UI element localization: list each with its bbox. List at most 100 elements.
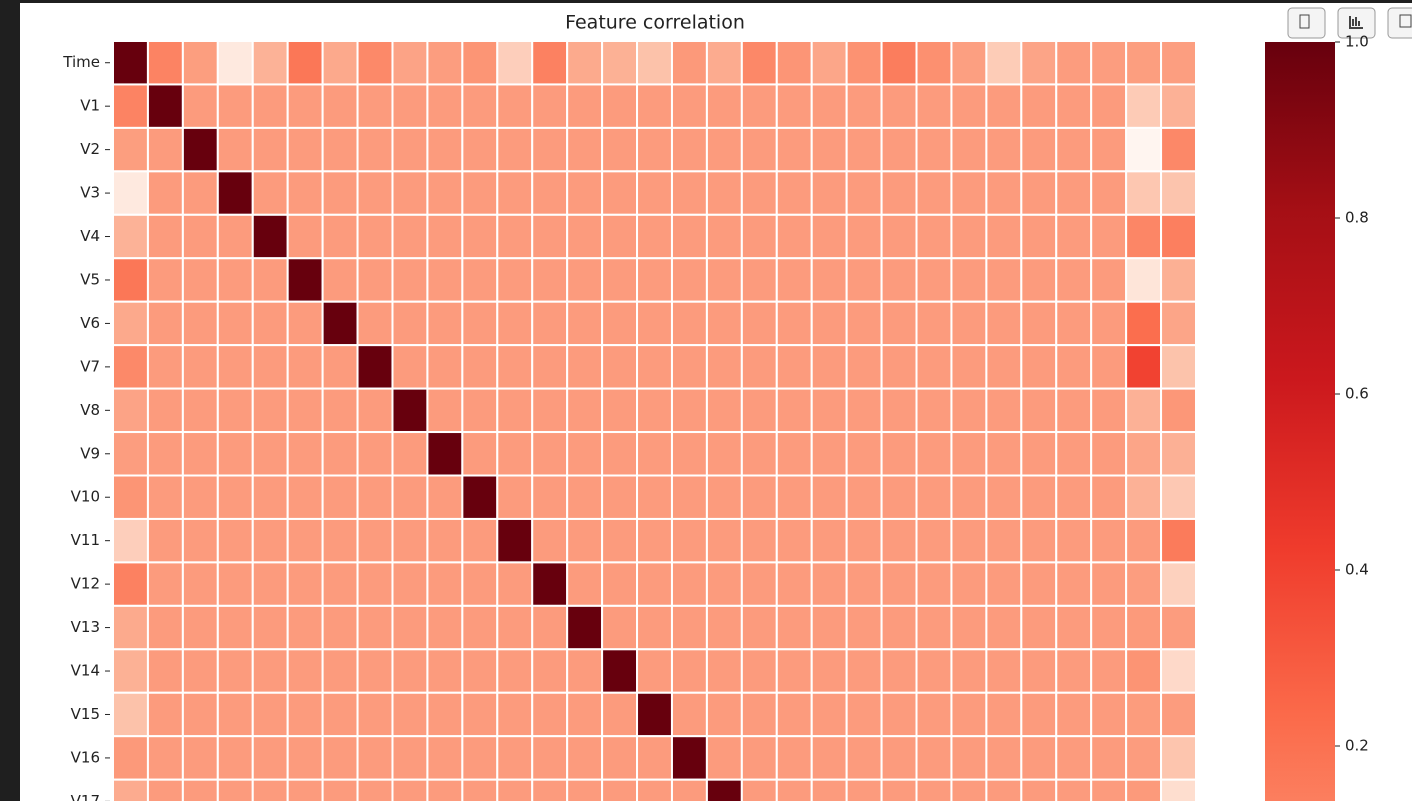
heatmap-cell (950, 213, 988, 260)
heatmap-cell (670, 648, 708, 694)
heatmap-cell (496, 344, 534, 390)
heatmap-cell (985, 474, 1023, 520)
heatmap-cell (146, 778, 184, 801)
heatmap-cell (670, 691, 708, 738)
heatmap-cell (670, 300, 708, 347)
heatmap-cell (251, 126, 289, 173)
heatmap-cell (1160, 735, 1198, 781)
heatmap-cell (740, 431, 778, 477)
heatmap-cell (356, 735, 394, 781)
heatmap-cell (985, 83, 1023, 129)
heatmap-cell (566, 561, 604, 607)
heatmap-cell (636, 604, 673, 651)
heatmap-cell (670, 735, 708, 781)
heatmap-cell (985, 691, 1023, 738)
copy-button[interactable] (1287, 7, 1326, 39)
heatmap-cell (601, 257, 639, 303)
save-icon (1399, 14, 1412, 28)
heatmap-cell (426, 300, 464, 347)
heatmap-cell (531, 387, 569, 434)
heatmap-cell (775, 517, 813, 564)
heatmap-cell (146, 604, 184, 651)
heatmap-cell (251, 431, 289, 477)
heatmap-cell (985, 213, 1023, 260)
heatmap-cell (1020, 735, 1058, 781)
heatmap-cell (601, 561, 639, 607)
heatmap-cell (112, 344, 149, 390)
heatmap-cell (1055, 778, 1093, 801)
heatmap-cell (775, 691, 813, 738)
y-tick-label: V1 (80, 97, 100, 115)
heatmap-cell (181, 778, 219, 801)
heatmap-cell (601, 691, 639, 738)
heatmap-cell (810, 213, 848, 260)
heatmap-cell (740, 517, 778, 564)
heatmap-cell (251, 604, 289, 651)
heatmap-cell (950, 691, 988, 738)
heatmap-cell (1125, 83, 1163, 129)
heatmap-cell (1160, 604, 1198, 651)
heatmap-cell (566, 344, 604, 390)
heatmap-cell (391, 474, 429, 520)
heatmap-cell (705, 170, 743, 216)
y-tick-label: V9 (80, 444, 100, 462)
heatmap-cell (705, 300, 743, 347)
heatmap-cell (461, 213, 499, 260)
heatmap-cell (810, 735, 848, 781)
heatmap-cell (216, 735, 254, 781)
heatmap-cell (775, 257, 813, 303)
heatmap-cell (181, 170, 219, 216)
heatmap-cell (181, 387, 219, 434)
heatmap-cell (775, 83, 813, 129)
heatmap-cell (566, 648, 604, 694)
heatmap-cell (496, 213, 534, 260)
heatmap-cell (391, 561, 429, 607)
heatmap-cell (810, 387, 848, 434)
chart-icon (1349, 16, 1363, 29)
heatmap-cell (286, 126, 324, 173)
heatmap-cell (1160, 257, 1198, 303)
heatmap-cell (880, 648, 918, 694)
heatmap-cell (1020, 691, 1058, 738)
heatmap-cell (1125, 257, 1163, 303)
heatmap-cell (1160, 691, 1198, 738)
heatmap-cell (670, 213, 708, 260)
heatmap-cell (1125, 604, 1163, 651)
heatmap-cell (775, 213, 813, 260)
heatmap-cell (985, 300, 1023, 347)
heatmap-cell (251, 387, 289, 434)
heatmap-cell (810, 126, 848, 173)
heatmap-cell (496, 300, 534, 347)
heatmap-cell (670, 778, 708, 801)
heatmap-cell (426, 517, 464, 564)
heatmap-cell (321, 517, 359, 564)
heatmap-cell (496, 604, 534, 651)
heatmap-cell (1160, 431, 1198, 477)
heatmap-cell (601, 431, 639, 477)
heatmap-cell (740, 648, 778, 694)
heatmap-cell (775, 387, 813, 434)
heatmap-cell (775, 648, 813, 694)
heatmap-cell (601, 126, 639, 173)
heatmap-cell (496, 691, 534, 738)
heatmap-cell (496, 735, 534, 781)
heatmap-cell (705, 735, 743, 781)
heatmap-cell (845, 474, 883, 520)
heatmap-cell (601, 648, 639, 694)
heatmap-cell (915, 387, 953, 434)
heatmap-cell (670, 387, 708, 434)
heatmap-cell (880, 778, 918, 801)
heatmap-cell (251, 561, 289, 607)
heatmap-cell (775, 170, 813, 216)
heatmap-cell (391, 648, 429, 694)
heatmap-cell (810, 517, 848, 564)
heatmap-cell (112, 83, 149, 129)
colorbar-tick-label: 0.6 (1345, 385, 1369, 403)
heatmap-cell (845, 778, 883, 801)
heatmap-cell (1090, 126, 1128, 173)
heatmap-cell (775, 40, 813, 86)
heatmap-cell (1125, 691, 1163, 738)
heatmap-cell (670, 83, 708, 129)
heatmap-cell (146, 83, 184, 129)
heatmap-cell (950, 648, 988, 694)
